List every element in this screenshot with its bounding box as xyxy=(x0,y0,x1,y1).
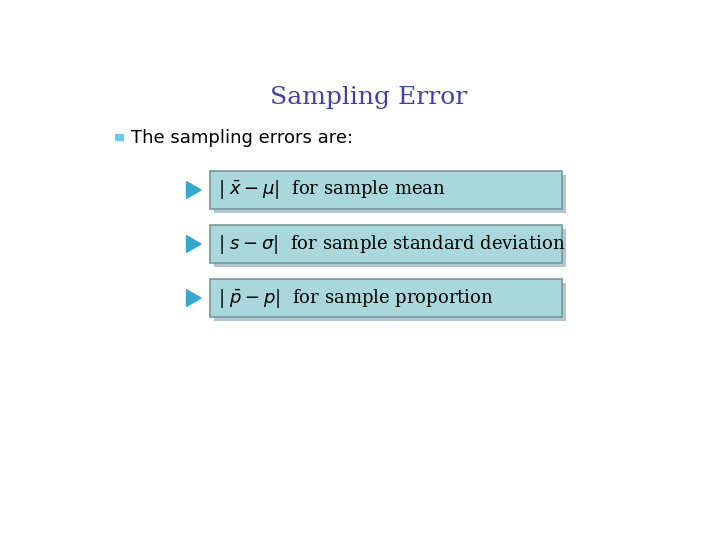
FancyBboxPatch shape xyxy=(210,171,562,209)
FancyBboxPatch shape xyxy=(215,175,566,213)
FancyBboxPatch shape xyxy=(215,229,566,267)
Polygon shape xyxy=(186,181,201,198)
Text: Sampling Error: Sampling Error xyxy=(271,85,467,109)
FancyBboxPatch shape xyxy=(210,225,562,263)
Text: | $s-\sigma$|  for sample standard deviation: | $s-\sigma$| for sample standard deviat… xyxy=(218,233,566,255)
FancyBboxPatch shape xyxy=(215,283,566,321)
FancyBboxPatch shape xyxy=(210,279,562,317)
Text: | $\bar{p}-p$|  for sample proportion: | $\bar{p}-p$| for sample proportion xyxy=(218,287,494,309)
Polygon shape xyxy=(186,290,201,306)
Text: | $\bar{x}-\mu$|  for sample mean: | $\bar{x}-\mu$| for sample mean xyxy=(218,178,446,201)
FancyBboxPatch shape xyxy=(115,134,124,141)
Polygon shape xyxy=(186,235,201,252)
Text: The sampling errors are:: The sampling errors are: xyxy=(131,129,353,146)
